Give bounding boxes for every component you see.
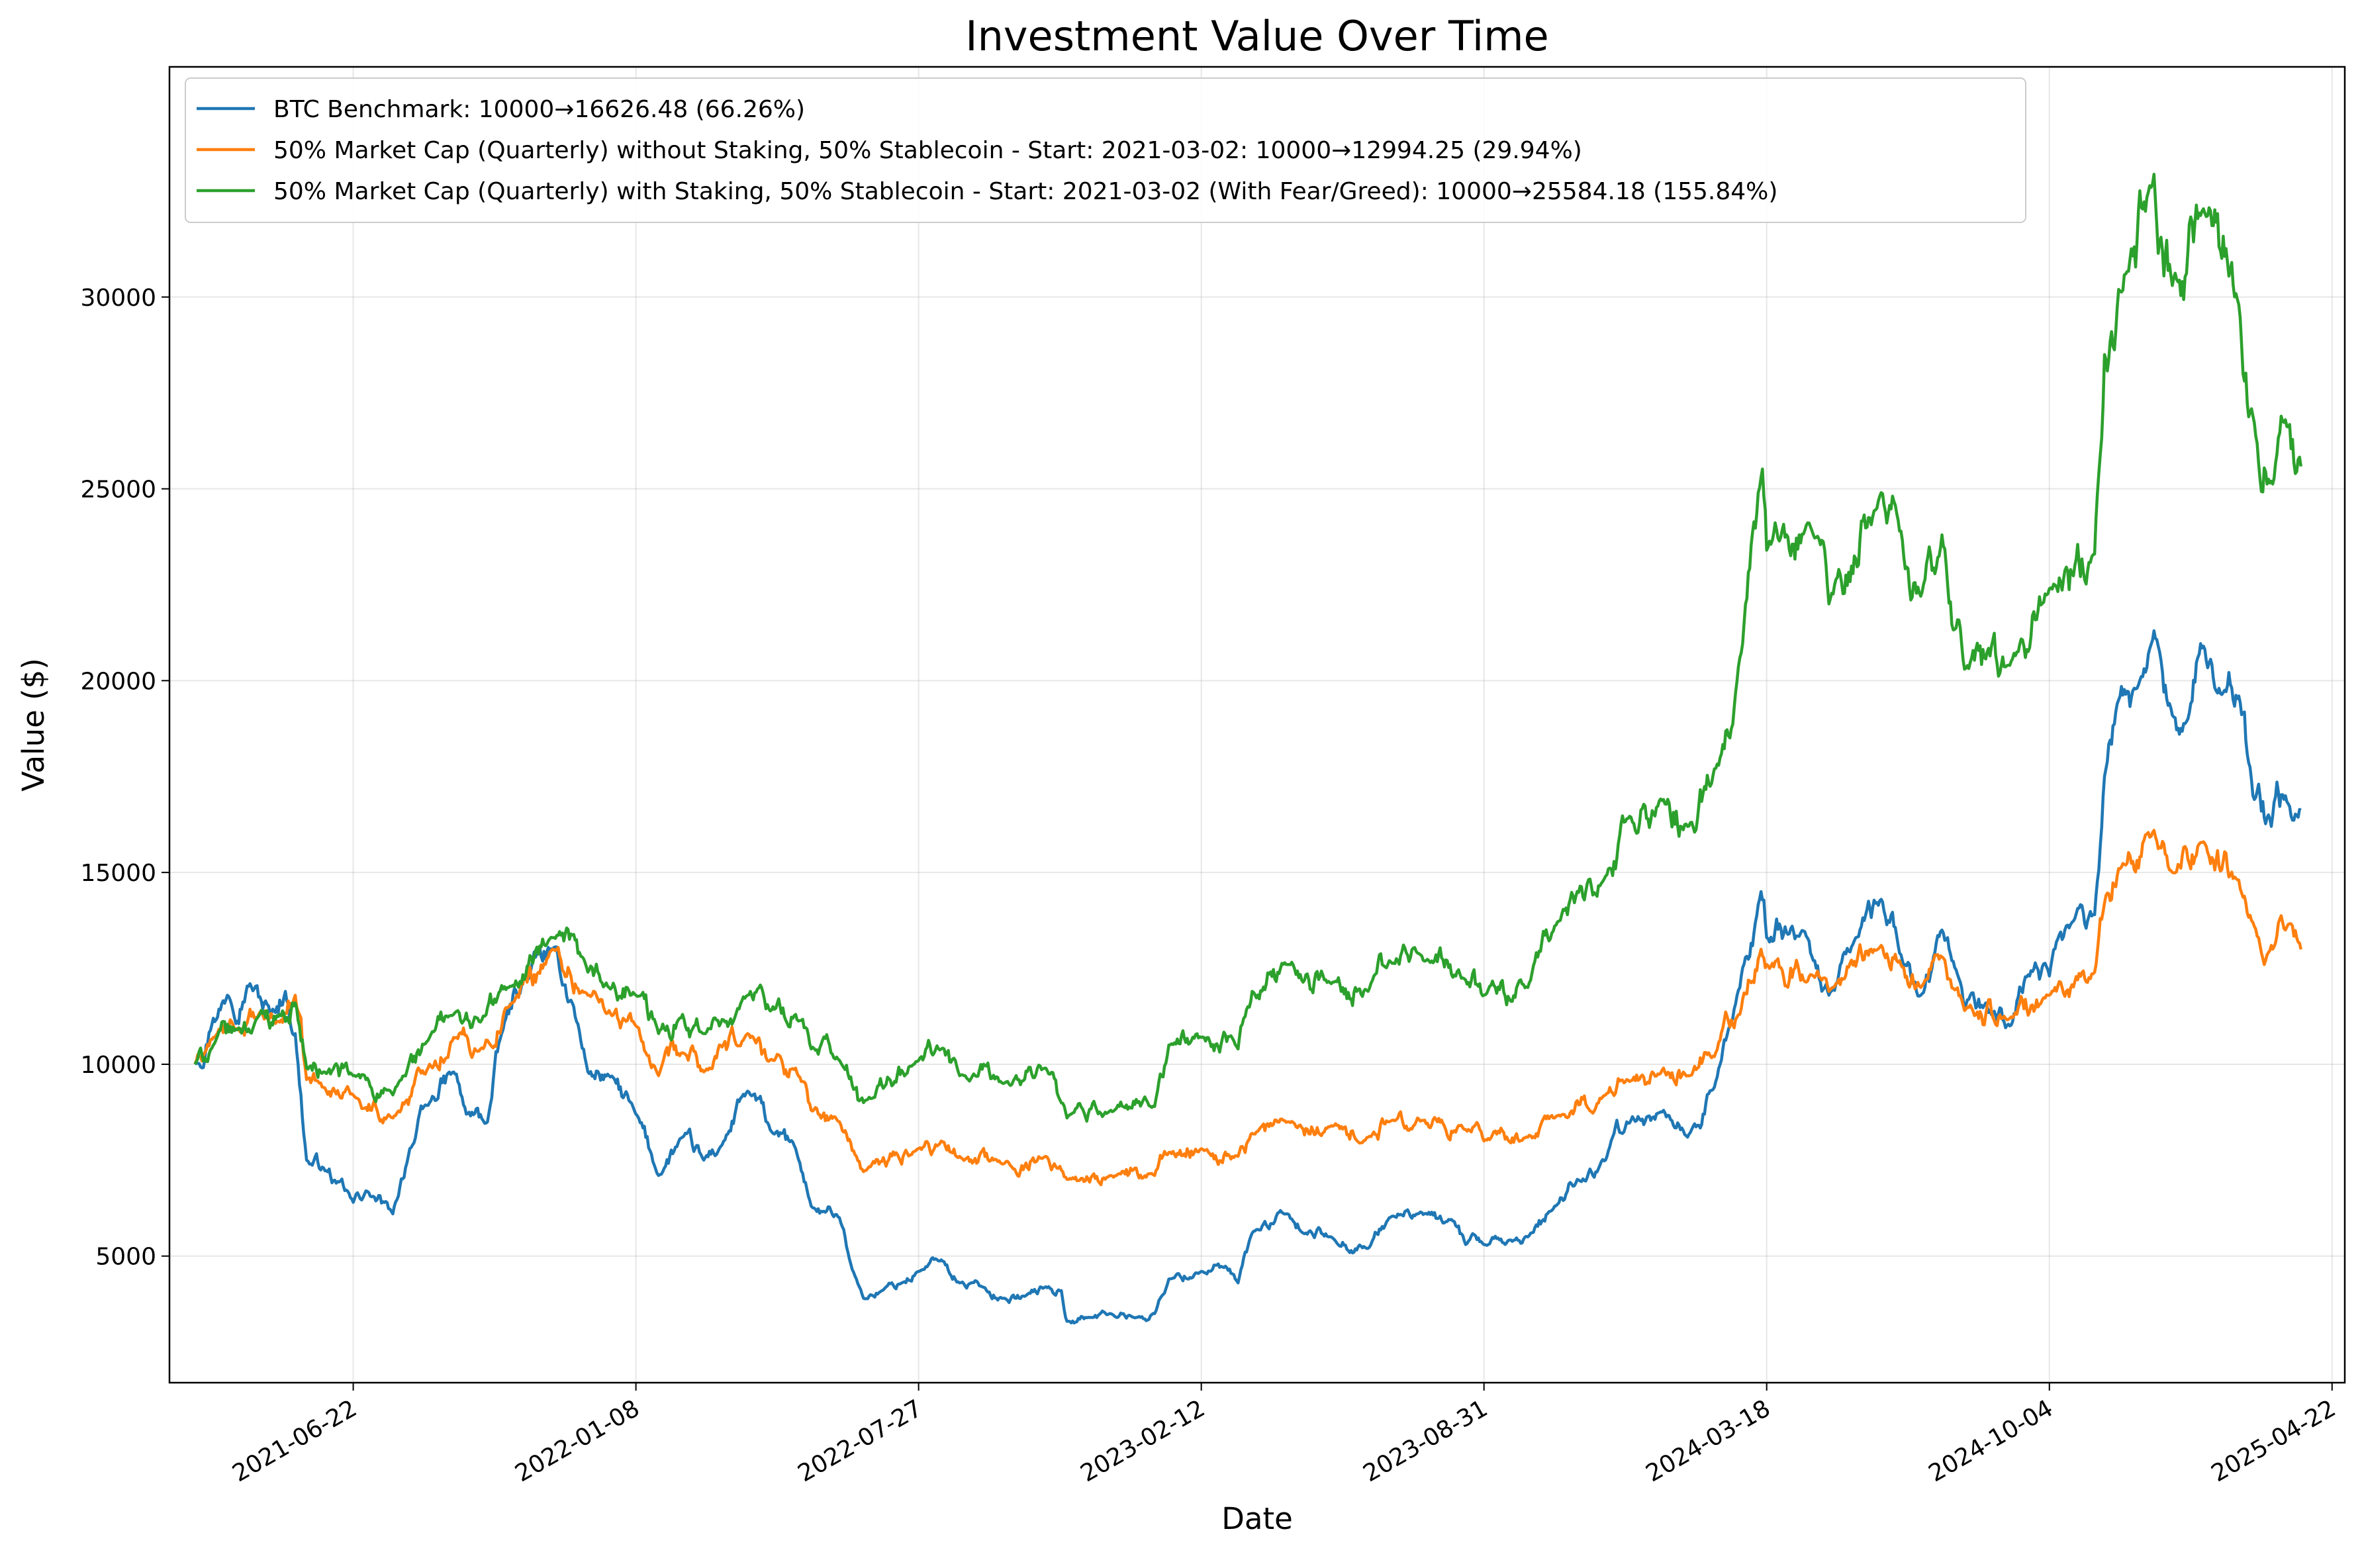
legend-box [185, 77, 2026, 223]
legend-label-1: BTC Benchmark: 10000→16626.48 (66.26%) [273, 96, 805, 123]
y-tick-label: 30000 [80, 285, 156, 312]
y-tick-label: 5000 [95, 1244, 156, 1271]
series-line-2 [193, 829, 2302, 1187]
y-axis-label: Value ($) [16, 658, 51, 792]
y-tick-label: 20000 [80, 668, 156, 695]
y-tick-label: 25000 [80, 477, 156, 504]
legend-label-3: 50% Market Cap (Quarterly) with Staking,… [273, 178, 1777, 205]
legend: BTC Benchmark: 10000→16626.48 (66.26%) 50… [185, 77, 2026, 223]
y-tick-label: 15000 [80, 860, 156, 887]
y-axis-ticks: 5000 10000 15000 20000 25000 30000 [80, 285, 169, 1271]
plot-frame [168, 66, 2346, 1384]
x-axis-label: Date [1221, 1501, 1293, 1536]
chart-title: Investment Value Over Time [965, 12, 1548, 60]
series-line-1 [194, 629, 2302, 1325]
y-tick-label: 10000 [80, 1052, 156, 1079]
series-lines [193, 173, 2303, 1325]
grid-lines [169, 67, 2345, 1383]
legend-label-2: 50% Market Cap (Quarterly) without Staki… [273, 137, 1582, 164]
series-line-3 [193, 173, 2303, 1123]
